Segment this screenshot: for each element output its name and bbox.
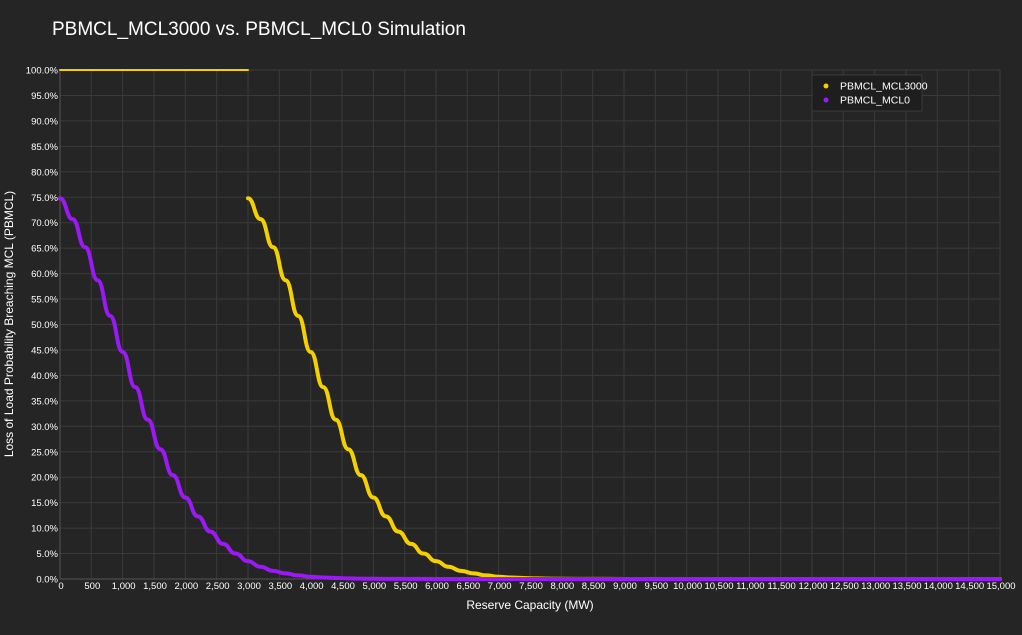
y-tick-label: 80.0%	[31, 167, 58, 178]
y-axis-label: Loss of Load Probability Breaching MCL (…	[2, 191, 16, 457]
y-tick-label: 5.0%	[36, 549, 58, 560]
y-tick-label: 100.0%	[26, 66, 59, 77]
y-tick-label: 75.0%	[31, 193, 58, 204]
x-tick-label: 13,500	[892, 581, 921, 592]
x-axis-label: Reserve Capacity (MW)	[466, 598, 593, 612]
x-tick-label: 2,500	[206, 581, 230, 592]
y-tick-label: 85.0%	[31, 142, 58, 153]
y-tick-label: 30.0%	[31, 422, 58, 433]
x-tick-label: 2,000	[174, 581, 198, 592]
y-tick-label: 35.0%	[31, 396, 58, 407]
y-tick-label: 40.0%	[31, 371, 58, 382]
x-tick-label: 10,500	[704, 581, 733, 592]
y-tick-label: 95.0%	[31, 91, 58, 102]
y-tick-label: 50.0%	[31, 320, 58, 331]
x-tick-label: 4,000	[300, 581, 324, 592]
x-tick-label: 12,000	[798, 581, 827, 592]
x-tick-label: 11,500	[767, 581, 795, 592]
x-axis-ticks: 0 500 1,000 1,500 2,000 2,500 3,000 3,500 4,000 4…	[58, 581, 1015, 592]
x-tick-label: 13,000	[861, 581, 890, 592]
x-tick-label: 1,000	[112, 581, 136, 592]
x-tick-label: 14,500	[955, 581, 984, 592]
x-tick-label: 3,000	[237, 581, 261, 592]
y-tick-label: 0.0%	[36, 575, 58, 586]
series-pbmcl-mcl0	[58, 196, 1002, 582]
y-tick-label: 65.0%	[31, 244, 58, 255]
x-tick-label: 8,000	[550, 581, 574, 592]
x-tick-label: 9,000	[613, 581, 637, 592]
x-tick-label: 500	[84, 581, 100, 592]
legend: PBMCL_MCL3000 PBMCL_MCL0	[811, 74, 928, 112]
x-tick-label: 15,000	[986, 581, 1015, 592]
x-tick-label: 14,000	[924, 581, 953, 592]
x-tick-label: 6,000	[425, 581, 449, 592]
y-tick-label: 60.0%	[31, 269, 58, 280]
legend-box	[811, 74, 923, 112]
y-tick-label: 15.0%	[31, 498, 58, 509]
legend-marker-mcl0	[823, 97, 829, 103]
x-tick-label: 10,000	[673, 581, 702, 592]
x-tick-label: 5,000	[362, 581, 386, 592]
x-tick-label: 5,500	[394, 581, 418, 592]
y-tick-label: 55.0%	[31, 295, 58, 306]
y-axis-ticks: 0.0% 5.0% 10.0% 15.0% 20.0% 25.0% 30.0% 35.0% 40…	[26, 66, 59, 586]
y-tick-label: 20.0%	[31, 473, 58, 484]
legend-item-mcl0[interactable]: PBMCL_MCL0	[823, 95, 911, 107]
legend-label-mcl0: PBMCL_MCL0	[840, 95, 910, 107]
y-tick-label: 90.0%	[31, 116, 58, 127]
x-tick-label: 12,500	[830, 581, 859, 592]
x-tick-label: 1,500	[143, 581, 167, 592]
x-tick-label: 0	[58, 581, 63, 592]
x-tick-label: 8,500	[582, 581, 606, 592]
chart-title: PBMCL_MCL3000 vs. PBMCL_MCL0 Simulation	[52, 19, 466, 40]
x-tick-label: 7,000	[488, 581, 512, 592]
y-tick-label: 70.0%	[31, 218, 58, 229]
x-tick-label: 7,500	[519, 581, 543, 592]
x-tick-label: 11,000	[736, 581, 764, 592]
series-layer	[58, 68, 1002, 582]
series-line-mcl0	[58, 196, 1002, 582]
legend-item-mcl3000[interactable]: PBMCL_MCL3000	[823, 81, 928, 93]
x-tick-label: 3,500	[268, 581, 292, 592]
legend-marker-mcl3000	[823, 83, 829, 89]
y-tick-label: 10.0%	[31, 524, 58, 535]
y-tick-label: 45.0%	[31, 345, 58, 356]
grid-lines	[59, 69, 1001, 580]
x-tick-label: 4,500	[331, 581, 355, 592]
y-tick-label: 25.0%	[31, 447, 58, 458]
x-tick-label: 6,500	[456, 581, 480, 592]
legend-label-mcl3000: PBMCL_MCL3000	[840, 81, 928, 93]
x-tick-label: 9,500	[644, 581, 668, 592]
